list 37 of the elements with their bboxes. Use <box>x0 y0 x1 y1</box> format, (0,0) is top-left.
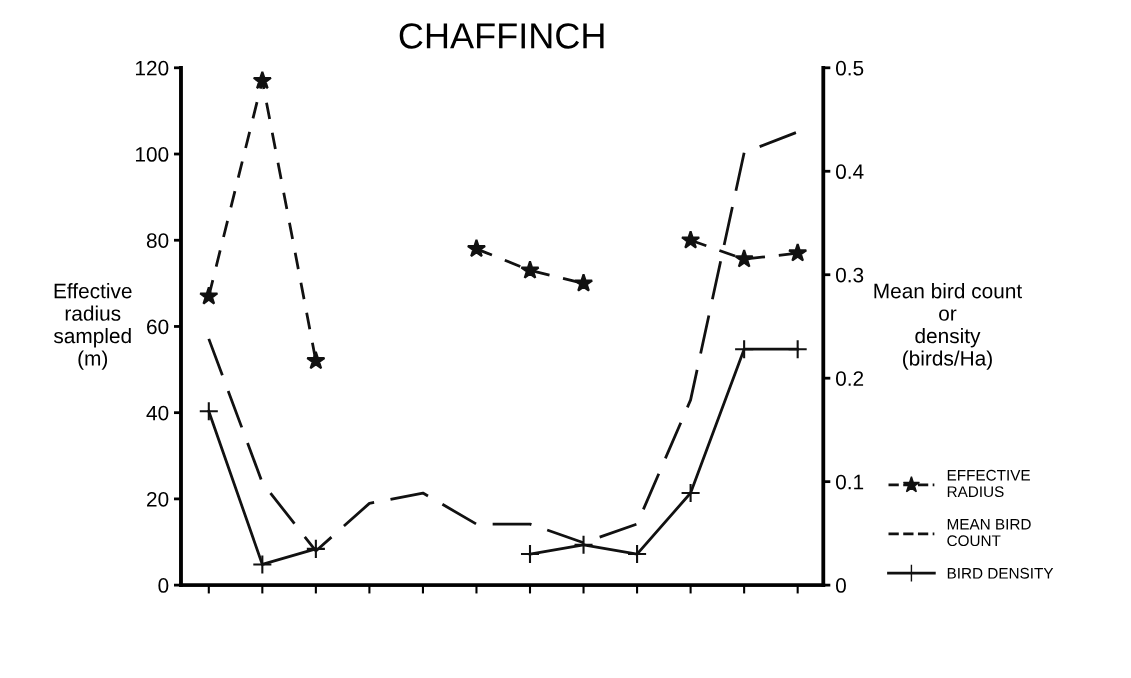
y2-tick-label: 0.2 <box>835 371 864 386</box>
y2-axis-title: Mean bird count or density (birds/Ha) <box>874 283 1023 370</box>
y2-tick-label: 0.1 <box>835 474 864 490</box>
y-tick-label: 40 <box>146 405 169 421</box>
y-tick-label: 120 <box>135 60 169 76</box>
y2-tick-label: 0.5 <box>835 60 864 76</box>
point <box>734 339 755 360</box>
y-tick-label: 20 <box>147 491 169 507</box>
y2-tick-label: 0.3 <box>835 267 864 283</box>
point <box>198 401 219 422</box>
point <box>305 538 326 559</box>
chart-title: CHAFFINCH <box>399 23 604 49</box>
point <box>252 70 272 90</box>
point <box>519 544 541 565</box>
y-axis-title: Effective radius sampled (m) <box>53 283 132 370</box>
y2-tick-label: 0.4 <box>835 164 864 180</box>
point <box>573 273 594 292</box>
point <box>788 243 808 262</box>
y-tick-label: 60 <box>147 319 169 335</box>
y-tick-label: 0 <box>158 578 169 593</box>
legend-label: MEAN BIRD COUNT <box>947 519 1031 547</box>
point <box>199 286 219 305</box>
y-tick-label: 100 <box>135 147 169 162</box>
point <box>520 260 540 279</box>
point <box>627 544 648 565</box>
point <box>573 534 594 555</box>
point <box>306 350 326 370</box>
y-tick-label: 80 <box>146 233 169 248</box>
point <box>680 482 701 504</box>
point <box>680 230 701 249</box>
point <box>787 339 808 360</box>
point <box>734 249 754 268</box>
legend-label: BIRD DENSITY <box>947 567 1054 579</box>
point <box>252 554 273 575</box>
legend-label: EFFECTIVE RADIUS <box>947 469 1030 498</box>
point <box>466 238 487 258</box>
y2-tick-label: 0 <box>835 578 846 593</box>
